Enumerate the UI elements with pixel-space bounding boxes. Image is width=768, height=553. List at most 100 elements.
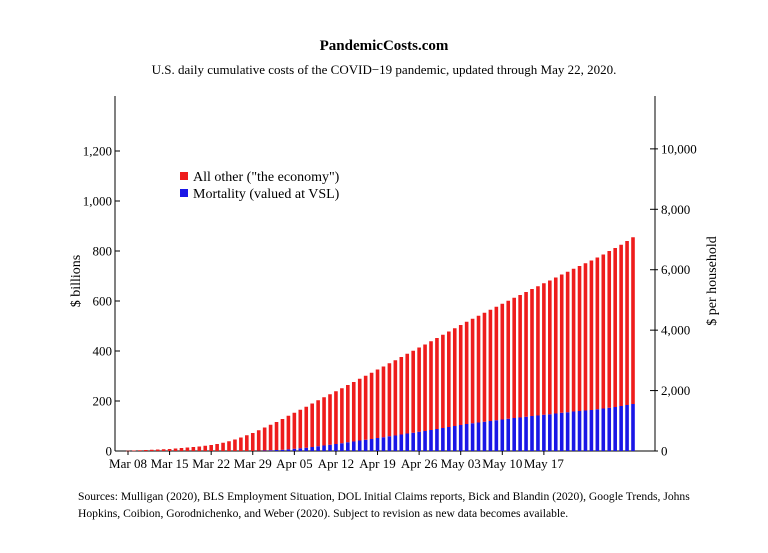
right-axis-label: $ per household: [705, 236, 720, 325]
mortality-bar: [571, 411, 576, 451]
all-other-bar: [631, 237, 635, 404]
all-other-bar: [155, 449, 160, 451]
mortality-bar: [304, 447, 309, 451]
all-other-bar: [322, 397, 326, 446]
mortality-bar: [316, 446, 320, 451]
all-other-bar: [328, 394, 332, 445]
all-other-bar: [304, 406, 309, 448]
all-other-bar: [553, 277, 558, 414]
legend-label-all-other: All other ("the economy"): [193, 170, 340, 185]
mortality-bar: [595, 409, 600, 451]
mortality-bar: [322, 445, 326, 451]
all-other-bar: [381, 366, 386, 438]
legend-swatch-mortality: [180, 189, 188, 197]
all-other-bar: [625, 241, 629, 405]
all-other-bar: [542, 283, 546, 415]
mortality-bar: [524, 416, 528, 451]
left-y-tick-label: 400: [93, 344, 113, 359]
stacked-bar-chart: 0 200 400 600 800 1,000 1,200 0 2,000 4,000 6,000…: [69, 96, 720, 471]
all-other-bar: [310, 403, 314, 447]
sources-note: Sources: Mulligan (2020), BLS Employment…: [78, 490, 690, 520]
all-other-bar: [488, 309, 493, 421]
mortality-bar: [589, 410, 594, 451]
all-other-bar: [482, 312, 487, 422]
left-y-tick-label: 600: [93, 294, 113, 309]
all-other-bar: [530, 289, 534, 416]
mortality-bar: [583, 410, 588, 451]
all-other-bar: [452, 328, 457, 426]
mortality-bar: [405, 433, 410, 451]
all-other-bar: [393, 360, 398, 436]
all-other-bars: [126, 237, 635, 452]
mortality-bar: [506, 418, 511, 451]
mortality-bar: [536, 415, 540, 451]
x-ticks: Mar 08 Mar 15 Mar 22 Mar 29 Apr 05 Apr 12 Apr …: [109, 451, 564, 471]
mortality-bar: [310, 447, 314, 451]
all-other-bar: [316, 400, 320, 447]
right-y-tick-label: 0: [661, 444, 668, 459]
mortality-bar: [346, 442, 350, 451]
all-other-bar: [607, 251, 612, 408]
all-other-bar: [518, 295, 522, 418]
all-other-bar: [268, 424, 273, 451]
all-other-bar: [387, 363, 392, 437]
all-other-bar: [292, 412, 297, 449]
all-other-bar: [179, 448, 184, 451]
all-other-bar: [262, 427, 267, 451]
all-other-bar: [571, 268, 576, 412]
mortality-bar: [423, 431, 427, 451]
all-other-bar: [227, 441, 231, 451]
all-other-bar: [363, 375, 368, 440]
mortality-bar: [262, 450, 267, 451]
mortality-bar: [274, 450, 279, 451]
all-other-bar: [286, 415, 291, 450]
mortality-bar: [280, 449, 285, 451]
mortality-bar: [417, 431, 421, 451]
right-y-ticks: 0 2,000 4,000 6,000 8,000 10,000: [650, 141, 697, 459]
all-other-bar: [613, 248, 617, 407]
mortality-bar: [381, 437, 386, 451]
left-y-tick-label: 1,000: [83, 194, 112, 209]
mortality-bar: [369, 439, 374, 451]
all-other-bar: [167, 449, 172, 451]
x-tick-label: May 10: [482, 456, 522, 471]
mortality-bar: [357, 440, 362, 451]
left-y-ticks: 0 200 400 600 800 1,000 1,200: [83, 144, 120, 459]
all-other-bar: [441, 334, 445, 428]
mortality-bar: [500, 419, 505, 451]
all-other-bar: [411, 350, 415, 433]
all-other-bar: [423, 344, 427, 431]
mortality-bar: [441, 428, 445, 451]
all-other-bar: [191, 447, 196, 451]
mortality-bar: [631, 404, 635, 451]
left-y-tick-label: 200: [93, 394, 113, 409]
mortality-bar: [334, 444, 338, 451]
all-other-bar: [245, 435, 249, 451]
x-tick-label: Apr 19: [359, 456, 395, 471]
right-y-tick-label: 2,000: [661, 383, 690, 398]
all-other-bar: [524, 292, 528, 417]
x-tick-label: Mar 08: [109, 456, 147, 471]
right-y-tick-label: 4,000: [661, 323, 690, 338]
all-other-bar: [221, 442, 225, 451]
all-other-bar: [565, 271, 570, 413]
all-other-bar: [334, 391, 338, 444]
all-other-bar: [256, 430, 261, 451]
mortality-bar: [387, 436, 392, 451]
all-other-bar: [417, 347, 421, 432]
mortality-bar: [298, 448, 303, 451]
x-tick-label: May 17: [524, 456, 565, 471]
all-other-bar: [274, 422, 279, 450]
all-other-bar: [595, 257, 600, 410]
mortality-bar: [411, 432, 415, 451]
left-y-tick-label: 800: [93, 244, 113, 259]
mortality-bars: [256, 404, 635, 451]
mortality-bar: [268, 450, 273, 451]
all-other-bar: [369, 372, 374, 439]
mortality-bar: [512, 418, 516, 451]
mortality-bar: [553, 413, 558, 451]
mortality-bar: [458, 425, 463, 451]
all-other-bar: [375, 369, 380, 438]
all-other-bar: [548, 280, 552, 415]
left-axis-label: $ billions: [69, 255, 84, 308]
